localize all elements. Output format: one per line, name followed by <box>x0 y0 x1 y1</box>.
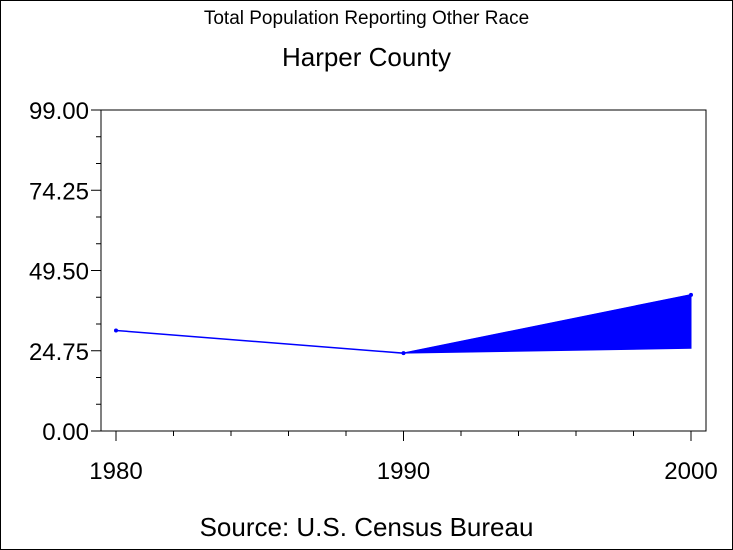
y-tick-label: 99.00 <box>29 98 89 125</box>
y-tick-label: 24.75 <box>29 339 89 366</box>
y-tick-label: 0.00 <box>42 419 89 446</box>
x-tick-label: 1980 <box>89 458 142 485</box>
plot-area <box>100 109 707 432</box>
y-tick-label: 49.50 <box>29 259 89 286</box>
chart-title: Total Population Reporting Other Race <box>203 8 530 29</box>
data-point <box>401 351 406 356</box>
chart-source-note: Source: U.S. Census Bureau <box>199 512 534 542</box>
chart-subtitle: Harper County <box>281 42 452 72</box>
x-tick-label: 2000 <box>664 458 717 485</box>
x-tick-label: 1990 <box>377 458 430 485</box>
data-point <box>689 292 693 297</box>
y-tick-label: 74.25 <box>29 178 89 205</box>
data-point <box>114 328 118 333</box>
